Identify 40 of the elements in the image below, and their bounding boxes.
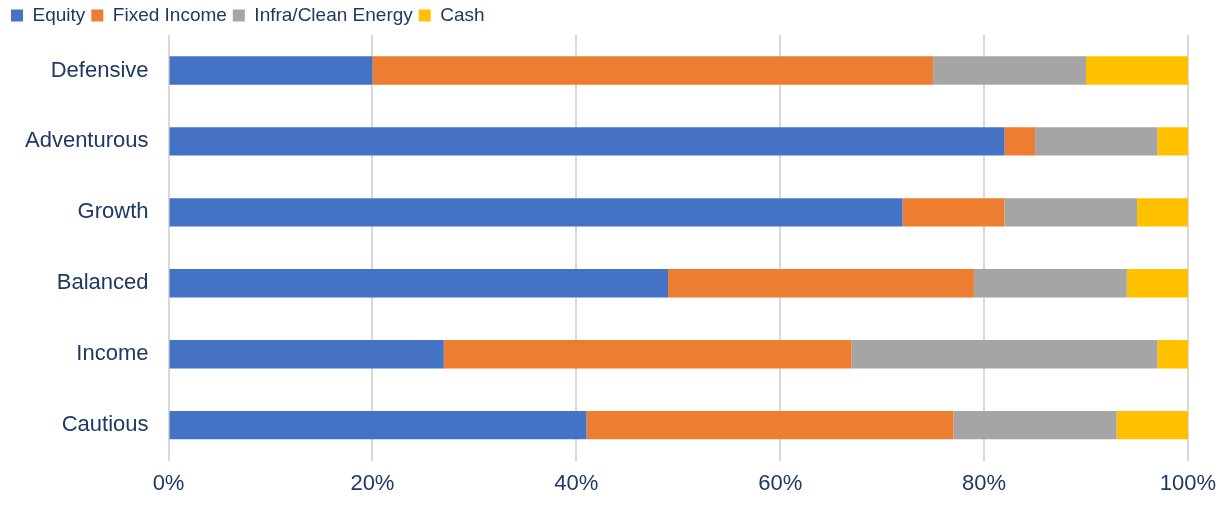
bar <box>1157 340 1188 369</box>
bar <box>169 56 373 85</box>
bar <box>1157 127 1188 156</box>
bar <box>1004 127 1036 156</box>
y-tick-label: Growth <box>77 198 149 224</box>
x-tick-label: 0% <box>152 469 185 495</box>
legend-label: Fixed Income <box>112 3 227 25</box>
x-tick-label: 40% <box>554 469 599 495</box>
bar <box>953 410 1117 440</box>
y-tick-label: Balanced <box>56 269 149 295</box>
bar <box>1137 198 1188 227</box>
bar <box>933 56 1087 85</box>
bar <box>851 340 1158 369</box>
x-tick-label: 100% <box>1159 469 1217 495</box>
legend-label: Infra/Clean Energy <box>254 3 414 25</box>
x-tick-label: 60% <box>758 469 803 495</box>
legend-label: Cash <box>440 3 485 25</box>
y-tick-label: Income <box>76 340 149 366</box>
bar <box>169 340 444 369</box>
y-tick-label: Adventurous <box>24 127 149 153</box>
bar <box>973 269 1127 298</box>
bar <box>443 340 852 369</box>
x-tick-label: 20% <box>350 469 395 495</box>
bar <box>1126 269 1188 298</box>
bar <box>169 198 903 227</box>
bar <box>372 56 934 85</box>
bar <box>586 410 954 440</box>
bar <box>902 198 1005 227</box>
y-tick-label: Cautious <box>61 411 149 437</box>
legend-label: Equity <box>32 3 86 25</box>
bar <box>1086 56 1188 85</box>
bar <box>169 410 587 440</box>
bar <box>1116 410 1188 440</box>
bar <box>169 269 669 298</box>
bar <box>1004 198 1138 227</box>
bar <box>668 269 974 298</box>
bar <box>1035 127 1158 156</box>
x-tick-label: 80% <box>962 469 1007 495</box>
bar <box>169 127 1005 156</box>
y-tick-label: Defensive <box>50 56 149 82</box>
